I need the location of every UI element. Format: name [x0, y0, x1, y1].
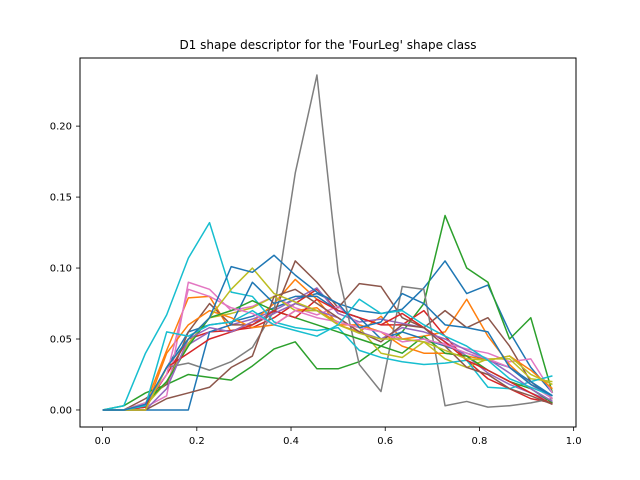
x-tick-label: 1.0 [566, 436, 582, 447]
series-line-16 [102, 288, 553, 411]
x-tick-label: 0.2 [189, 436, 205, 447]
x-tick-label: 0.8 [471, 436, 487, 447]
series-line-20 [102, 254, 553, 411]
series-group [102, 74, 554, 411]
y-tick-label: 0.00 [50, 405, 72, 416]
y-tick-label: 0.10 [50, 264, 72, 275]
series-line-6 [102, 260, 553, 411]
series-line-19 [102, 298, 553, 411]
chart-title: D1 shape descriptor for the 'FourLeg' sh… [179, 38, 476, 52]
series-line-2 [102, 278, 553, 411]
x-tick-label: 0.0 [95, 436, 111, 447]
x-tick-label: 0.6 [377, 436, 393, 447]
plot-frame [79, 57, 577, 428]
y-tick-label: 0.15 [50, 193, 72, 204]
series-line-14 [102, 298, 553, 411]
x-axis: 0.0 0.2 0.4 0.6 0.8 1.0 [95, 427, 582, 447]
series-line-12 [102, 307, 553, 411]
y-tick-label: 0.05 [50, 335, 72, 346]
y-tick-label: 0.20 [50, 122, 72, 133]
series-line-15 [102, 302, 553, 411]
x-tick-label: 0.4 [283, 436, 299, 447]
series-line-3 [102, 214, 554, 411]
series-line-17 [102, 288, 553, 411]
y-axis: 0.00 0.05 0.10 0.15 0.20 [50, 122, 80, 416]
